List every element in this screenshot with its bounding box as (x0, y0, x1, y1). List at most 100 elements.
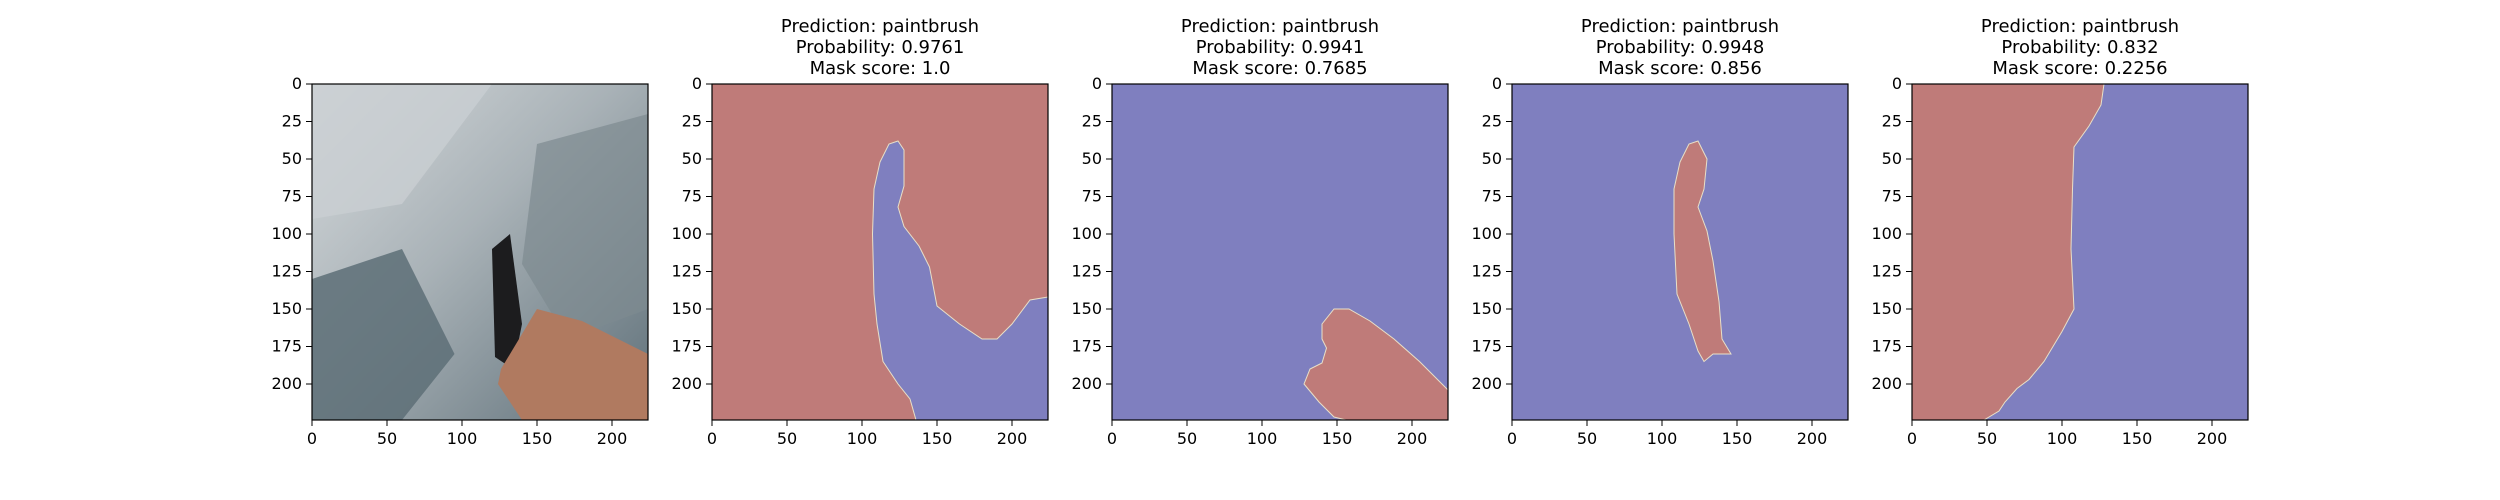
y-tick-label: 200 (671, 374, 702, 393)
x-tick-label: 150 (1722, 429, 1753, 448)
plot-area (312, 84, 648, 420)
y-tick-label: 25 (1882, 112, 1902, 131)
x-tick-label: 200 (2197, 429, 2228, 448)
y-tick-label: 0 (1492, 74, 1502, 93)
x-tick-label: 100 (2047, 429, 2078, 448)
y-tick-label: 25 (1482, 112, 1502, 131)
y-tick-label: 200 (1471, 374, 1502, 393)
axes-frame (1911, 83, 2249, 421)
y-tick-label: 200 (271, 374, 302, 393)
y-tick-label: 125 (1471, 262, 1502, 281)
y-tick-label: 125 (271, 262, 302, 281)
y-tick-label: 0 (1092, 74, 1102, 93)
x-tick-label: 50 (777, 429, 797, 448)
x-tick-label: 150 (922, 429, 953, 448)
y-tick-label: 150 (1071, 299, 1102, 318)
axes-frame (1511, 83, 1849, 421)
x-tick-label: 0 (1107, 429, 1117, 448)
y-tick-label: 50 (1882, 149, 1902, 168)
x-tick-label: 0 (707, 429, 717, 448)
y-tick-label: 150 (1471, 299, 1502, 318)
panel-title-line: Mask score: 1.0 (810, 58, 951, 79)
y-tick-label: 75 (1082, 187, 1102, 206)
y-tick-label: 150 (271, 299, 302, 318)
y-tick-label: 175 (1071, 337, 1102, 356)
x-tick-label: 100 (1647, 429, 1678, 448)
x-tick-label: 0 (1907, 429, 1917, 448)
x-tick-label: 100 (447, 429, 478, 448)
y-tick-label: 100 (671, 224, 702, 243)
y-tick-label: 175 (671, 337, 702, 356)
y-tick-label: 125 (671, 262, 702, 281)
y-tick-label: 75 (1882, 187, 1902, 206)
panel-title-line: Mask score: 0.2256 (1992, 58, 2167, 79)
y-tick-label: 0 (292, 74, 302, 93)
panel-1: 0 50 100 150 200 0 25 50 75 100 125 150 175 200 (271, 74, 649, 448)
x-tick-label: 150 (522, 429, 553, 448)
x-tick-label: 200 (997, 429, 1028, 448)
mask-region (1912, 84, 2105, 420)
y-tick-label: 50 (1082, 149, 1102, 168)
axes-frame (711, 83, 1049, 421)
y-tick-label: 100 (1871, 224, 1902, 243)
y-tick-label: 100 (271, 224, 302, 243)
y-tick-label: 150 (671, 299, 702, 318)
y-tick-label: 175 (1871, 337, 1902, 356)
x-tick-label: 150 (2122, 429, 2153, 448)
x-tick-label: 50 (377, 429, 397, 448)
x-tick-label: 50 (1177, 429, 1197, 448)
panel-title-line: Prediction: paintbrush (1181, 16, 1379, 37)
panel-title-line: Probability: 0.9941 (1196, 37, 1365, 58)
y-tick-label: 200 (1071, 374, 1102, 393)
y-tick-label: 0 (692, 74, 702, 93)
x-tick-label: 200 (1397, 429, 1428, 448)
y-tick-label: 25 (282, 112, 302, 131)
y-tick-label: 175 (1471, 337, 1502, 356)
axes-frame (1111, 83, 1449, 421)
y-tick-label: 25 (1082, 112, 1102, 131)
panel-title-line: Mask score: 0.7685 (1192, 58, 1367, 79)
y-tick-label: 75 (682, 187, 702, 206)
panel-title-line: Probability: 0.9761 (796, 37, 965, 58)
rock-shadow (312, 249, 455, 420)
panel-title-line: Prediction: paintbrush (1981, 16, 2179, 37)
plot-area (712, 84, 1048, 420)
plot-area (1112, 84, 1448, 420)
x-tick-label: 50 (1577, 429, 1597, 448)
y-tick-label: 200 (1871, 374, 1902, 393)
hand (498, 309, 648, 420)
panel-2: 0 50 100 150 200 0 25 50 75 100 125 150 175 200 Predic… (671, 16, 1049, 448)
y-tick-label: 50 (1482, 149, 1502, 168)
y-tick-label: 100 (1071, 224, 1102, 243)
x-tick-label: 200 (597, 429, 628, 448)
panel-title-line: Prediction: paintbrush (781, 16, 979, 37)
y-tick-label: 125 (1071, 262, 1102, 281)
y-tick-label: 25 (682, 112, 702, 131)
x-tick-label: 100 (847, 429, 878, 448)
y-tick-label: 100 (1471, 224, 1502, 243)
panel-3: 0 50 100 150 200 0 25 50 75 100 125 150 175 200 Predic… (1071, 16, 1449, 448)
y-tick-label: 50 (682, 149, 702, 168)
y-tick-label: 125 (1871, 262, 1902, 281)
mask-region (1673, 140, 1732, 363)
x-tick-label: 200 (1797, 429, 1828, 448)
x-tick-label: 0 (1507, 429, 1517, 448)
x-tick-label: 50 (1977, 429, 1997, 448)
y-tick-label: 50 (282, 149, 302, 168)
y-tick-label: 0 (1892, 74, 1902, 93)
plot-area (1912, 84, 2248, 420)
tool (492, 234, 522, 369)
panel-title-line: Probability: 0.9948 (1596, 37, 1765, 58)
light-rock (312, 84, 492, 219)
y-tick-label: 75 (282, 187, 302, 206)
y-tick-label: 175 (271, 337, 302, 356)
rock-face (522, 114, 648, 339)
x-tick-label: 0 (307, 429, 317, 448)
x-tick-label: 100 (1247, 429, 1278, 448)
panel-title-line: Prediction: paintbrush (1581, 16, 1779, 37)
y-tick-label: 150 (1871, 299, 1902, 318)
plot-area (1512, 84, 1848, 420)
panel-title-line: Probability: 0.832 (2001, 37, 2158, 58)
x-tick-label: 150 (1322, 429, 1353, 448)
